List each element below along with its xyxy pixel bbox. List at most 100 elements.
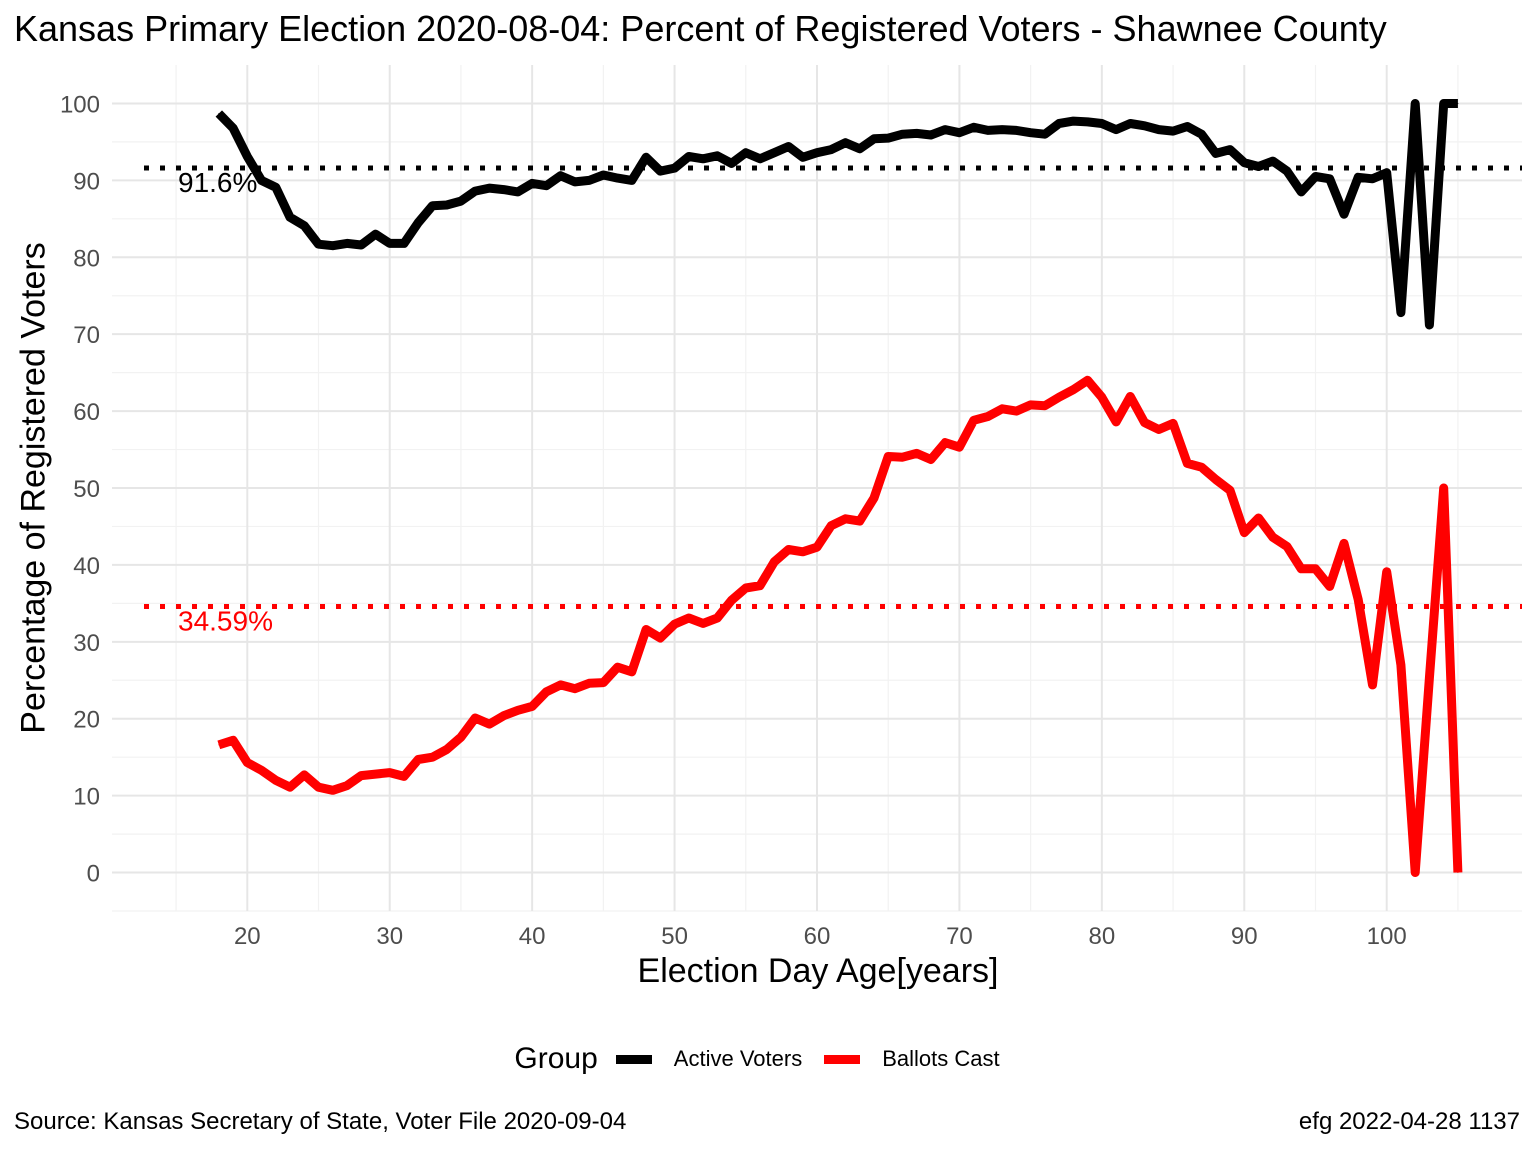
data-point: [389, 772, 391, 774]
data-point: [1386, 172, 1388, 174]
data-point: [1286, 170, 1288, 172]
legend-swatch-active-voters: [615, 1054, 652, 1064]
data-point: [1172, 422, 1174, 424]
data-point: [702, 622, 704, 624]
data-point: [1386, 571, 1388, 573]
data-point: [844, 518, 846, 520]
data-point: [1101, 122, 1103, 124]
data-point: [1272, 536, 1274, 538]
data-point: [602, 174, 604, 176]
data-point: [1044, 405, 1046, 407]
y-tick-label: 20: [73, 707, 100, 734]
data-point: [987, 129, 989, 131]
data-point: [474, 717, 476, 719]
x-tick-labels: 20 30 40 50 60 70 80 90 100: [234, 923, 1407, 950]
y-tick-label: 70: [73, 322, 100, 349]
data-point: [1215, 152, 1217, 154]
data-point: [788, 549, 790, 551]
data-point: [545, 691, 547, 693]
data-point: [745, 152, 747, 154]
series-line-active-voters: [215, 99, 1458, 330]
data-point: [1044, 133, 1046, 135]
data-point: [460, 736, 462, 738]
data-point: [1357, 176, 1359, 178]
data-point: [246, 762, 248, 764]
data-point: [1457, 102, 1459, 104]
data-point: [417, 222, 419, 224]
source-caption: Source: Kansas Secretary of State, Voter…: [14, 1108, 627, 1135]
data-point: [1001, 129, 1003, 131]
data-point: [859, 520, 861, 522]
data-point: [1201, 133, 1203, 135]
data-point: [1329, 585, 1331, 587]
data-point: [517, 191, 519, 193]
x-tick-label: 30: [376, 923, 403, 950]
data-point: [503, 189, 505, 191]
data-point: [1314, 568, 1316, 570]
data-point: [1158, 129, 1160, 131]
data-point: [816, 152, 818, 154]
data-point: [417, 758, 419, 760]
data-point: [1058, 122, 1060, 124]
data-point: [1400, 312, 1402, 314]
x-tick-label: 90: [1231, 923, 1258, 950]
y-tick-label: 60: [73, 399, 100, 426]
data-point: [788, 146, 790, 148]
data-point: [574, 181, 576, 183]
data-point: [887, 455, 889, 457]
data-point: [1087, 121, 1089, 123]
data-point: [958, 446, 960, 448]
data-point: [1343, 542, 1345, 544]
data-point: [488, 723, 490, 725]
data-point: [275, 779, 277, 781]
data-point: [517, 709, 519, 711]
y-tick-labels: 0 10 20 30 40 50 60 70 80 90 100: [60, 91, 100, 887]
data-point: [773, 561, 775, 563]
data-point: [289, 216, 291, 218]
data-point: [503, 715, 505, 717]
data-point: [403, 242, 405, 244]
data-point: [731, 162, 733, 164]
data-point: [303, 225, 305, 227]
x-tick-label: 60: [804, 923, 831, 950]
data-point: [958, 132, 960, 134]
data-point: [1115, 129, 1117, 131]
data-point: [987, 415, 989, 417]
data-point: [403, 775, 405, 777]
data-point: [332, 245, 334, 247]
data-point: [275, 186, 277, 188]
data-point: [645, 629, 647, 631]
data-point: [859, 148, 861, 150]
data-point: [1015, 410, 1017, 412]
data-point: [1172, 130, 1174, 132]
data-point: [802, 156, 804, 158]
data-point: [617, 177, 619, 179]
data-point: [659, 170, 661, 172]
data-point: [1371, 684, 1373, 686]
data-point: [1243, 532, 1245, 534]
data-point: [289, 786, 291, 788]
legend-item-ballots-cast: Ballots Cast: [824, 1046, 1000, 1072]
y-tick-label: 0: [87, 861, 100, 888]
data-point: [773, 152, 775, 154]
data-point: [631, 179, 633, 181]
x-axis-label: Election Day Age[years]: [637, 952, 999, 990]
data-point: [816, 546, 818, 548]
data-point: [844, 142, 846, 144]
data-point: [1428, 324, 1430, 326]
data-point: [346, 785, 348, 787]
data-point: [446, 748, 448, 750]
data-point: [745, 587, 747, 589]
chart-title: Kansas Primary Election 2020-08-04: Perc…: [14, 8, 1387, 49]
data-point: [588, 682, 590, 684]
data-point: [1015, 129, 1017, 131]
series-lines: [215, 99, 1463, 877]
data-point: [1186, 126, 1188, 128]
data-point: [318, 243, 320, 245]
data-point: [488, 187, 490, 189]
data-point: [916, 452, 918, 454]
data-point: [759, 158, 761, 160]
data-point: [887, 137, 889, 139]
data-point: [1286, 545, 1288, 547]
